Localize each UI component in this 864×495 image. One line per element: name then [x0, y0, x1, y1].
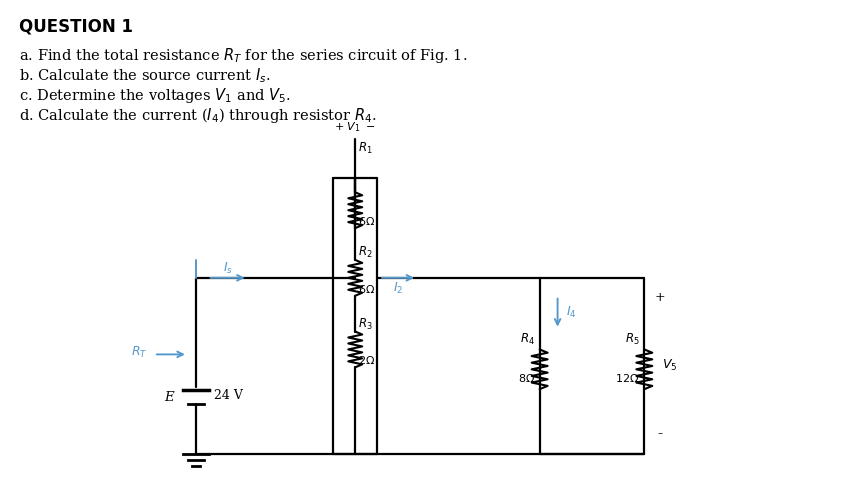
- Text: $R_T$: $R_T$: [131, 345, 148, 360]
- Text: $R_2$: $R_2$: [359, 245, 373, 260]
- Text: $V_5$: $V_5$: [663, 358, 677, 373]
- Text: $I_s$: $I_s$: [223, 261, 232, 276]
- Text: $I_2$: $I_2$: [393, 281, 403, 297]
- Text: -: -: [658, 427, 663, 441]
- Text: E: E: [164, 391, 174, 403]
- Text: $12\Omega$: $12\Omega$: [615, 372, 639, 384]
- Text: c. Determine the voltages $V_1$ and $V_5$.: c. Determine the voltages $V_1$ and $V_5…: [19, 86, 291, 105]
- Text: d. Calculate the current ($I_4$) through resistor $R_4$.: d. Calculate the current ($I_4$) through…: [19, 106, 377, 125]
- Text: $6\Omega$: $6\Omega$: [359, 283, 375, 295]
- Text: $2\Omega$: $2\Omega$: [359, 354, 375, 366]
- Text: $+\ V_1\ -$: $+\ V_1\ -$: [334, 120, 376, 134]
- Text: b. Calculate the source current $I_s$.: b. Calculate the source current $I_s$.: [19, 66, 271, 85]
- Text: $R_5$: $R_5$: [625, 332, 639, 347]
- Text: $R_4$: $R_4$: [520, 332, 535, 347]
- Text: $R_1$: $R_1$: [359, 141, 373, 156]
- Text: a. Find the total resistance $R_T$ for the series circuit of Fig. 1.: a. Find the total resistance $R_T$ for t…: [19, 46, 467, 65]
- Text: +: +: [655, 291, 665, 304]
- Text: $I_4$: $I_4$: [566, 305, 576, 320]
- Text: 24 V: 24 V: [213, 389, 243, 401]
- Text: $R_3$: $R_3$: [359, 316, 373, 332]
- Text: $8\Omega$: $8\Omega$: [518, 372, 535, 384]
- Text: $6\Omega$: $6\Omega$: [359, 215, 375, 227]
- Text: QUESTION 1: QUESTION 1: [19, 17, 133, 35]
